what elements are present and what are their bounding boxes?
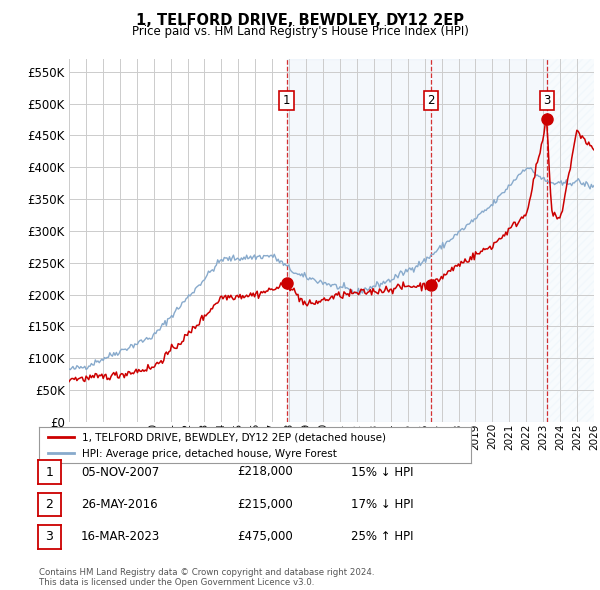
Text: 26-MAY-2016: 26-MAY-2016 <box>81 498 158 511</box>
Bar <box>287 59 547 422</box>
Bar <box>547 59 594 422</box>
Text: 16-MAR-2023: 16-MAR-2023 <box>81 530 160 543</box>
Text: 1: 1 <box>45 466 53 478</box>
Text: HPI: Average price, detached house, Wyre Forest: HPI: Average price, detached house, Wyre… <box>82 448 337 458</box>
Text: 05-NOV-2007: 05-NOV-2007 <box>81 466 159 478</box>
Text: Contains HM Land Registry data © Crown copyright and database right 2024.
This d: Contains HM Land Registry data © Crown c… <box>39 568 374 587</box>
Text: 3: 3 <box>543 94 550 107</box>
Text: 2: 2 <box>45 498 53 511</box>
Text: 2: 2 <box>428 94 435 107</box>
Text: £475,000: £475,000 <box>237 530 293 543</box>
Text: 17% ↓ HPI: 17% ↓ HPI <box>351 498 413 511</box>
Text: 15% ↓ HPI: 15% ↓ HPI <box>351 466 413 478</box>
Text: 25% ↑ HPI: 25% ↑ HPI <box>351 530 413 543</box>
Text: 3: 3 <box>45 530 53 543</box>
Text: 1, TELFORD DRIVE, BEWDLEY, DY12 2EP: 1, TELFORD DRIVE, BEWDLEY, DY12 2EP <box>136 13 464 28</box>
Text: 1, TELFORD DRIVE, BEWDLEY, DY12 2EP (detached house): 1, TELFORD DRIVE, BEWDLEY, DY12 2EP (det… <box>82 432 386 442</box>
Text: Price paid vs. HM Land Registry's House Price Index (HPI): Price paid vs. HM Land Registry's House … <box>131 25 469 38</box>
Text: £218,000: £218,000 <box>237 466 293 478</box>
Text: £215,000: £215,000 <box>237 498 293 511</box>
Text: 1: 1 <box>283 94 290 107</box>
